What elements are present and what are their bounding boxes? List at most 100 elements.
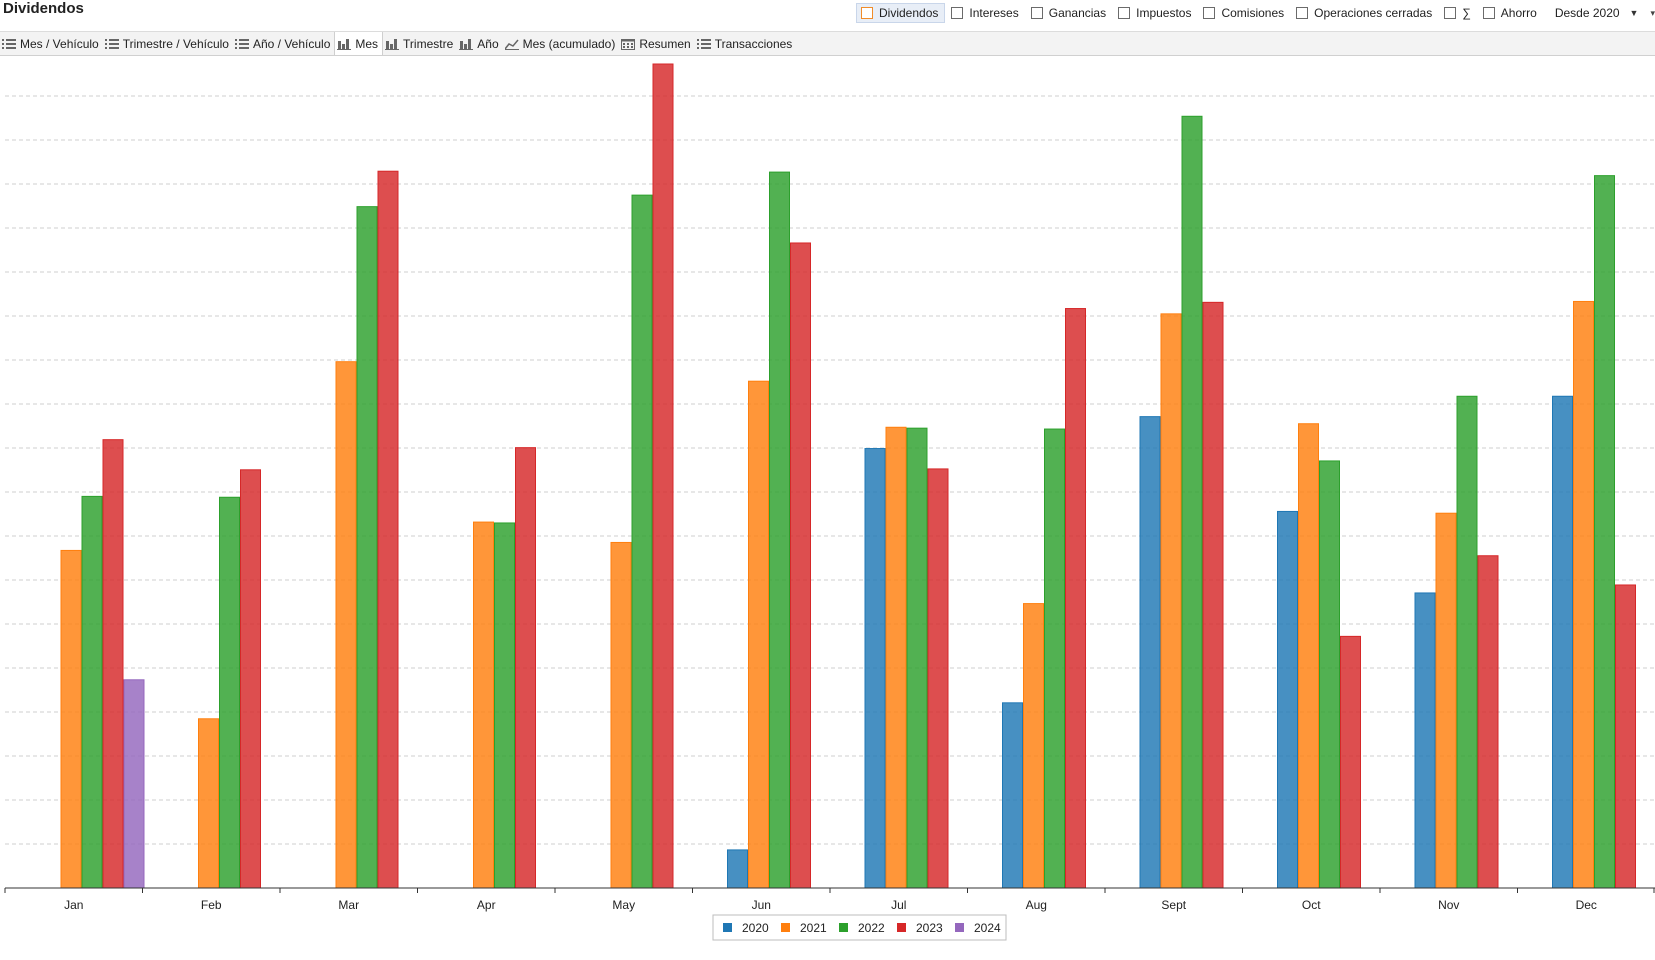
overflow-chevron-icon[interactable]: ▾ — [1650, 7, 1655, 18]
view-toolbar: Mes / Vehículo Trimestre / Vehículo Año … — [0, 31, 1655, 56]
bar-2022-Dec — [1594, 175, 1615, 889]
bar-2020-Sept — [1139, 416, 1161, 889]
tab-label: Año / Vehículo — [252, 36, 331, 51]
filter-dividendos[interactable]: Dividendos — [856, 3, 946, 23]
filter-comisiones[interactable]: Comisiones — [1199, 3, 1290, 23]
bar-2022-Oct — [1319, 460, 1340, 889]
bar-chart-icon — [459, 38, 474, 50]
filter-label: Operaciones cerradas — [1314, 6, 1433, 20]
tab-transacciones[interactable]: Transacciones — [695, 32, 797, 55]
legend-label: 2024 — [974, 921, 1001, 935]
tab-ano[interactable]: Año — [457, 32, 502, 55]
bar-2021-Jun — [748, 380, 769, 889]
filter-operaciones-cerradas[interactable]: Operaciones cerradas — [1292, 3, 1438, 23]
tab-label: Mes / Vehículo — [20, 36, 99, 51]
bar-2022-May — [631, 194, 653, 889]
filter-impuestos[interactable]: Impuestos — [1114, 3, 1197, 23]
bar-2021-Mar — [335, 361, 357, 889]
tab-resumen[interactable]: Resumen — [619, 32, 694, 55]
bar-2022-Jun — [769, 171, 790, 889]
checkbox-icon[interactable] — [1296, 7, 1309, 19]
bar-2020-Nov — [1414, 592, 1436, 889]
chart-area: Jan Feb Mar Apr May Jun Jul Aug Sept Oct Nov Dec 202… — [0, 56, 1655, 957]
bar-2022-Mar — [356, 206, 378, 889]
bar-2021-Apr — [473, 521, 494, 889]
line-chart-icon — [504, 39, 519, 50]
checkbox-icon[interactable] — [1030, 7, 1043, 19]
x-tick-label: Dec — [1576, 898, 1597, 912]
bar-2022-Jan — [81, 495, 103, 889]
bar-2021-Nov — [1435, 512, 1457, 889]
x-tick-label: Nov — [1438, 898, 1459, 912]
x-tick-label: Apr — [477, 898, 496, 912]
checkbox-icon[interactable] — [861, 7, 873, 19]
legend-swatch — [839, 923, 848, 932]
filter-intereses[interactable]: Intereses — [947, 3, 1024, 23]
bar-2022-Apr — [494, 522, 515, 889]
filter-label: Ahorro — [1500, 6, 1537, 20]
legend-swatch — [781, 923, 790, 932]
page-title: Dividendos — [3, 0, 84, 17]
tab-ano-vehiculo[interactable]: Año / Vehículo — [233, 32, 334, 55]
filter-label: ∑ — [1462, 6, 1471, 20]
list-icon — [696, 38, 711, 49]
tab-trimestre-vehiculo[interactable]: Trimestre / Vehículo — [103, 32, 233, 55]
x-tick-label: Mar — [338, 898, 359, 912]
bar-2020-Dec — [1552, 395, 1573, 889]
tab-label: Mes — [355, 36, 379, 51]
checkbox-icon[interactable] — [1118, 7, 1131, 19]
tab-mes[interactable]: Mes — [334, 32, 384, 55]
bar-2023-May — [652, 63, 674, 889]
bar-2023-Nov — [1477, 555, 1499, 889]
checkbox-icon[interactable] — [1482, 7, 1495, 19]
filter-bar: Dividendos Intereses Ganancias Impuestos… — [854, 2, 1655, 24]
bar-2022-Feb — [219, 496, 240, 889]
legend-swatch — [897, 923, 906, 932]
bar-2020-Oct — [1277, 510, 1298, 889]
tab-trimestre[interactable]: Trimestre — [383, 32, 457, 55]
x-tick-label: Feb — [201, 898, 222, 912]
legend-label: 2022 — [858, 921, 885, 935]
period-select[interactable]: Desde 2020 ▼ — [1551, 6, 1643, 20]
filter-ahorro[interactable]: Ahorro — [1479, 3, 1543, 23]
x-tick-label: Jan — [64, 898, 83, 912]
tab-label: Mes (acumulado) — [522, 36, 616, 51]
x-tick-label: May — [612, 898, 635, 912]
bar-chart: Jan Feb Mar Apr May Jun Jul Aug Sept Oct Nov Dec 202… — [4, 63, 1655, 941]
bar-2023-Jan — [102, 439, 124, 889]
checkbox-icon[interactable] — [951, 7, 964, 19]
calendar-icon — [621, 38, 636, 50]
bar-2021-Jul — [885, 426, 907, 889]
filter-label: Dividendos — [879, 6, 939, 20]
tab-mes-acumulado[interactable]: Mes (acumulado) — [503, 32, 620, 55]
list-icon — [234, 38, 249, 49]
filter-sum[interactable]: ∑ — [1440, 3, 1477, 23]
tab-mes-vehiculo[interactable]: Mes / Vehículo — [0, 32, 103, 55]
legend-label: 2021 — [800, 921, 827, 935]
x-tick-label: Jul — [891, 898, 906, 912]
tab-label: Trimestre — [403, 36, 454, 51]
tab-label: Transacciones — [714, 36, 793, 51]
tab-label: Año — [477, 36, 499, 51]
checkbox-icon[interactable] — [1203, 7, 1216, 19]
x-tick-label: Aug — [1026, 898, 1047, 912]
legend-swatch — [723, 923, 732, 932]
filter-label: Impuestos — [1136, 6, 1192, 20]
bar-2023-Dec — [1615, 584, 1636, 889]
bar-2023-Aug — [1065, 308, 1086, 889]
filter-label: Comisiones — [1221, 6, 1285, 20]
bar-2020-Jul — [864, 448, 886, 889]
bar-2021-Aug — [1023, 603, 1044, 889]
bar-2021-Oct — [1298, 423, 1319, 889]
bar-2023-Apr — [515, 447, 536, 889]
filter-ganancias[interactable]: Ganancias — [1027, 3, 1112, 23]
bar-2021-May — [610, 541, 632, 889]
tab-label: Trimestre / Vehículo — [122, 36, 229, 51]
legend-label: 2023 — [916, 921, 943, 935]
bar-2021-Jan — [60, 549, 82, 889]
bar-2023-Jun — [790, 242, 811, 889]
checkbox-icon[interactable] — [1444, 7, 1457, 19]
chevron-down-icon[interactable]: ▼ — [1629, 8, 1639, 18]
tab-label: Resumen — [639, 36, 691, 51]
list-icon — [2, 38, 16, 49]
